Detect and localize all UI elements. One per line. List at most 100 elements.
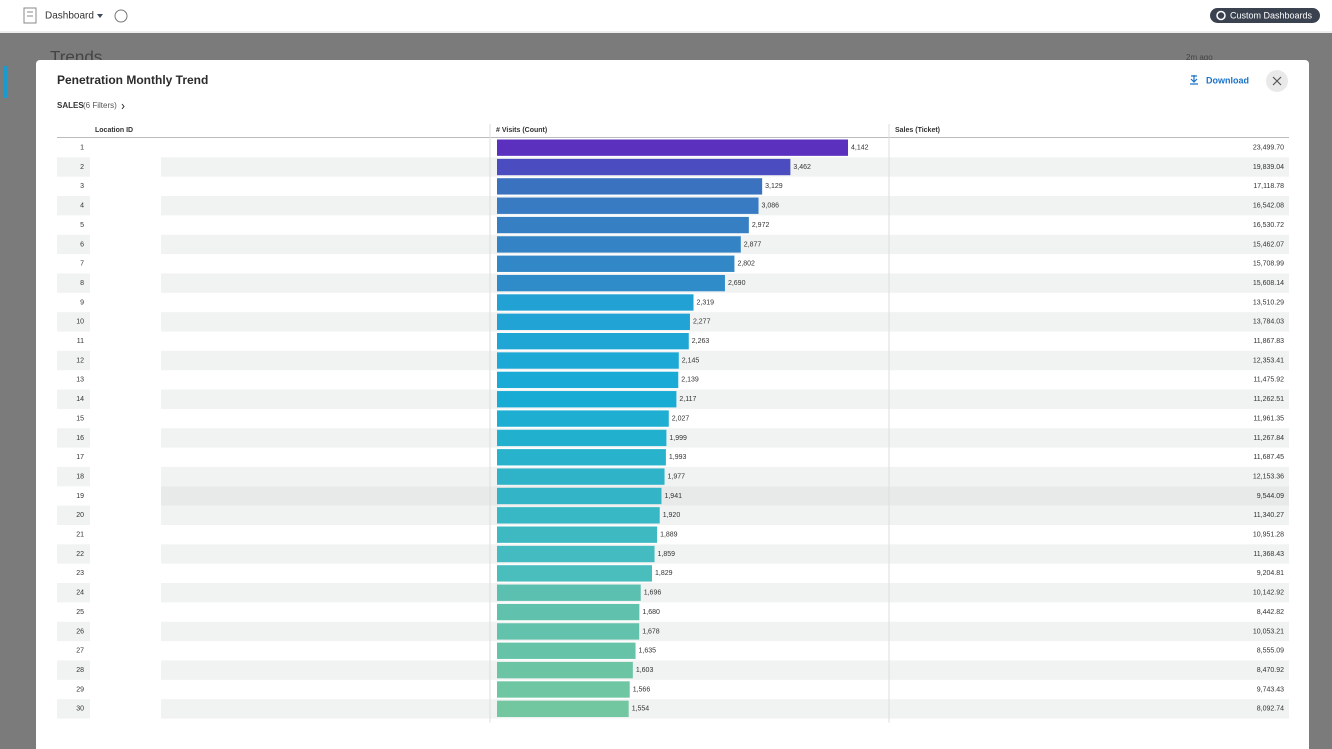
sales-value: 9,743.43 (1257, 686, 1284, 693)
sales-value: 19,839.04 (1253, 164, 1284, 171)
row-hover (161, 486, 1289, 506)
dashboard-icon (23, 7, 37, 24)
sales-value: 13,510.29 (1253, 299, 1284, 306)
visits-label: 2,027 (672, 415, 690, 422)
sales-value: 8,555.09 (1257, 648, 1284, 655)
row-stripe (161, 273, 1289, 293)
visits-label: 1,977 (668, 473, 686, 480)
row-number: 25 (76, 609, 84, 616)
visits-label: 2,277 (693, 319, 711, 326)
row-number: 15 (76, 415, 84, 422)
sales-value: 9,544.09 (1257, 493, 1284, 500)
sales-value: 16,542.08 (1253, 203, 1284, 210)
sales-value: 15,462.07 (1253, 241, 1284, 248)
visits-bar (497, 178, 763, 195)
help-icon[interactable] (114, 9, 128, 23)
row-number: 22 (76, 551, 84, 558)
sales-value: 23,499.70 (1253, 145, 1284, 152)
visits-label: 1,993 (669, 454, 687, 461)
row-stripe (161, 466, 1289, 487)
row-number: 27 (76, 648, 84, 655)
visits-bar (497, 661, 633, 679)
row-number: 9 (80, 299, 84, 306)
sales-value: 15,608.14 (1253, 280, 1284, 287)
download-button[interactable]: Download (1206, 75, 1249, 85)
sales-value: 8,470.92 (1257, 667, 1284, 674)
visits-label: 2,690 (728, 280, 746, 287)
row-number: 23 (76, 570, 84, 577)
row-stripe (161, 428, 1289, 448)
column-header: Sales (Ticket) (895, 127, 940, 134)
visits-bar (497, 565, 652, 582)
visits-bar (497, 158, 791, 176)
visits-label: 4,142 (851, 145, 869, 152)
visits-bar (497, 313, 690, 330)
custom-dashboards-label[interactable]: Custom Dashboards (1230, 10, 1313, 20)
row-number: 16 (76, 435, 84, 442)
visits-bar (497, 236, 741, 253)
visits-label: 2,263 (692, 338, 710, 345)
row-number: 21 (76, 532, 84, 539)
sales-value: 8,092.74 (1257, 706, 1284, 713)
visits-label: 1,920 (663, 512, 681, 519)
visits-bar (497, 545, 655, 563)
row-stripe (57, 312, 90, 332)
row-number: 10 (76, 319, 84, 326)
sales-value: 11,267.84 (1253, 435, 1284, 442)
row-number: 11 (77, 338, 84, 345)
sales-value: 11,867.83 (1253, 338, 1284, 345)
dashboard-menu[interactable]: Dashboard (45, 11, 94, 22)
row-stripe (161, 583, 1289, 603)
row-stripe (57, 621, 90, 642)
sales-value: 11,961.35 (1253, 415, 1284, 422)
row-number: 24 (76, 590, 84, 597)
sales-value: 10,142.92 (1253, 590, 1284, 597)
close-icon (1272, 76, 1282, 86)
row-number: 19 (76, 493, 84, 500)
custom-dashboards-button[interactable] (1210, 8, 1320, 23)
visits-label: 2,139 (681, 377, 699, 384)
visits-bar (497, 410, 669, 427)
download-icon (1190, 75, 1198, 85)
bg-updated: 2m ago (1186, 53, 1213, 62)
visits-label: 3,462 (793, 164, 811, 171)
row-number: 8 (80, 280, 84, 287)
row-stripe (161, 621, 1289, 642)
sales-value: 12,153.36 (1253, 473, 1284, 480)
sales-value: 11,687.45 (1253, 454, 1284, 461)
visits-bar (497, 487, 662, 505)
top-bar (0, 0, 1332, 32)
visits-label: 2,117 (679, 396, 696, 403)
row-stripe (57, 273, 90, 293)
visits-label: 1,696 (644, 590, 662, 597)
visits-bar (497, 216, 749, 234)
row-number: 3 (80, 183, 84, 190)
column-header: Location ID (95, 127, 133, 134)
row-stripe (161, 699, 1289, 719)
row-stripe (161, 505, 1289, 525)
visits-bar (497, 352, 679, 369)
sales-value: 11,368.43 (1253, 551, 1284, 558)
visits-label: 3,086 (762, 203, 780, 210)
visits-label: 2,319 (697, 299, 715, 306)
visits-bar (497, 681, 630, 698)
visits-bar (497, 526, 658, 543)
sales-value: 11,475.92 (1253, 377, 1284, 384)
sales-value: 12,353.41 (1253, 357, 1284, 364)
visits-bar (497, 333, 689, 350)
visits-label: 1,999 (669, 435, 687, 442)
row-stripe (57, 389, 90, 409)
row-number: 2 (80, 164, 84, 171)
caret (97, 14, 103, 18)
filters-label[interactable]: (6 Filters) (83, 101, 117, 110)
visits-label: 1,829 (655, 570, 673, 577)
row-stripe (57, 583, 90, 603)
row-number: 18 (76, 473, 84, 480)
visits-bar (497, 429, 667, 447)
row-stripe (161, 312, 1289, 332)
row-number: 13 (76, 377, 84, 384)
row-stripe (57, 196, 90, 216)
visits-label: 1,603 (636, 667, 654, 674)
